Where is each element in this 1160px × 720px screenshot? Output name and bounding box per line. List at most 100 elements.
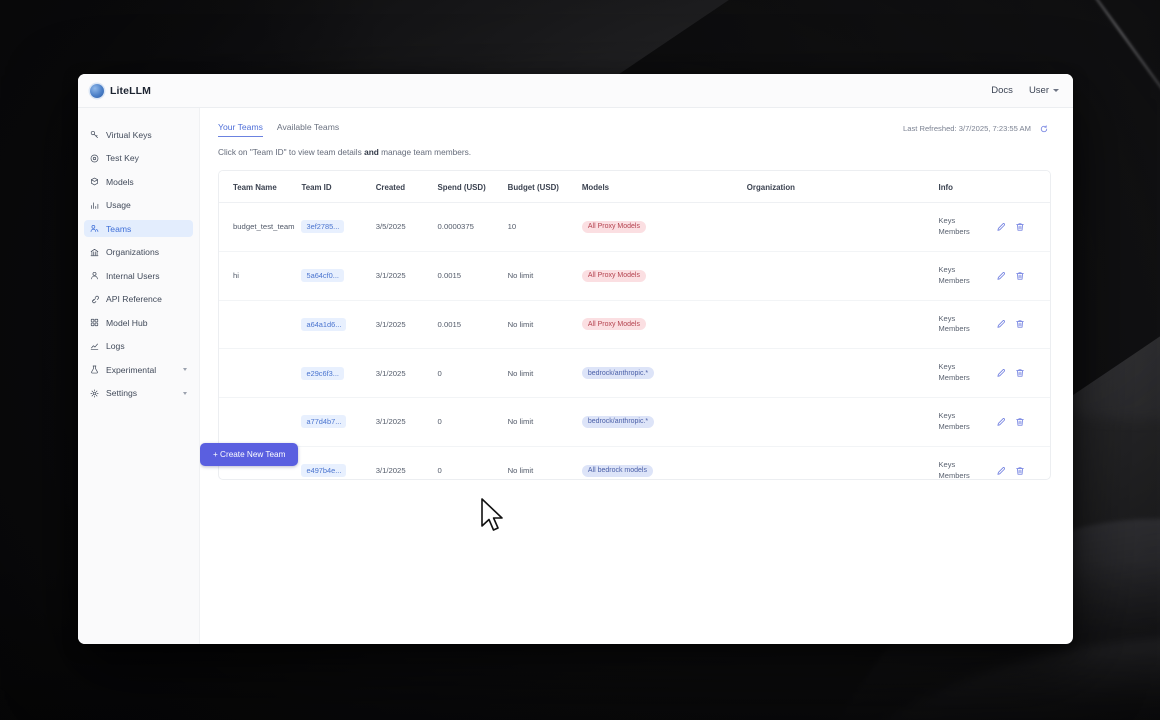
delete-team-button[interactable] bbox=[1015, 417, 1025, 427]
delete-team-button[interactable] bbox=[1015, 466, 1025, 476]
cell-created: 3/1/2025 bbox=[375, 397, 438, 447]
info-line: Members bbox=[938, 421, 970, 431]
key-icon bbox=[90, 130, 99, 139]
cell-team-name: hi bbox=[219, 251, 302, 301]
teams-table: Team Name Team ID Created Spend (USD) Budget… bbox=[219, 171, 1050, 480]
edit-team-button[interactable] bbox=[996, 466, 1006, 476]
table-row: hi 5a64cf0... 3/1/2025 0.0015 No limit All Pr… bbox=[219, 251, 1050, 301]
cell-created: 3/1/2025 bbox=[375, 251, 438, 301]
cell-organization bbox=[746, 202, 939, 252]
sidebar-item-label: Internal Users bbox=[106, 270, 160, 281]
cell-team-name bbox=[219, 397, 302, 447]
sidebar-item-logs[interactable]: Logs bbox=[84, 338, 193, 355]
cell-budget: No limit bbox=[507, 446, 582, 479]
sidebar-item-internal-users[interactable]: Internal Users bbox=[84, 267, 193, 284]
table-hint: Click on "Team ID" to view team details … bbox=[218, 147, 1051, 157]
chevron-down-icon[interactable] bbox=[183, 368, 187, 371]
cell-models: bedrock/anthropic.* bbox=[581, 397, 747, 447]
globe-icon bbox=[90, 83, 104, 98]
refresh-icon[interactable] bbox=[1037, 122, 1051, 135]
cell-budget: No limit bbox=[507, 397, 582, 447]
cell-actions bbox=[996, 397, 1050, 447]
sidebar-item-settings[interactable]: Settings bbox=[84, 385, 193, 402]
litellm-app-window: LiteLLM Docs User Virtual Keys Test Key Mo… bbox=[78, 74, 1073, 644]
team-id-link[interactable]: a64a1d6... bbox=[301, 317, 347, 331]
model-badge: All Proxy Models bbox=[581, 269, 646, 282]
sidebar-item-label: Test Key bbox=[106, 153, 139, 163]
sidebar-item-api-reference[interactable]: API Reference bbox=[84, 291, 193, 308]
info-line: Members bbox=[938, 373, 970, 383]
delete-team-button[interactable] bbox=[1015, 271, 1025, 281]
bank-icon bbox=[90, 248, 99, 257]
sidebar-item-teams[interactable]: Teams bbox=[84, 220, 193, 237]
sidebar-item-models[interactable]: Models bbox=[84, 173, 193, 190]
model-badge: bedrock/anthropic.* bbox=[581, 367, 655, 380]
cell-organization bbox=[746, 251, 939, 301]
cell-spend: 0 bbox=[437, 446, 508, 479]
cell-organization bbox=[746, 446, 939, 479]
cell-organization bbox=[746, 300, 939, 350]
topbar-right: Docs User bbox=[991, 85, 1059, 96]
team-id-link[interactable]: e497b4e... bbox=[301, 464, 347, 478]
team-id-link[interactable]: 5a64cf0... bbox=[301, 269, 344, 283]
info-line: Members bbox=[938, 226, 970, 236]
sidebar-item-experimental[interactable]: Experimental bbox=[84, 361, 193, 378]
tab-your-teams[interactable]: Your Teams bbox=[218, 122, 263, 137]
refresh-area: Last Refreshed: 3/7/2025, 7:23:55 AM bbox=[903, 122, 1051, 135]
sidebar-item-label: Organizations bbox=[106, 247, 160, 257]
delete-team-button[interactable] bbox=[1015, 319, 1025, 329]
edit-team-button[interactable] bbox=[996, 222, 1006, 232]
sidebar-item-label: Logs bbox=[106, 341, 125, 351]
cell-spend: 0.0000375 bbox=[437, 202, 508, 252]
column-header-created: Created bbox=[375, 171, 438, 203]
cell-created: 3/1/2025 bbox=[375, 300, 438, 350]
sidebar-item-usage[interactable]: Usage bbox=[84, 197, 193, 214]
user-menu-button[interactable]: User bbox=[1029, 85, 1059, 96]
info-line: Keys bbox=[938, 216, 956, 225]
cell-team-id: 5a64cf0... bbox=[301, 251, 376, 301]
info-line: Members bbox=[938, 275, 970, 285]
user-menu-label: User bbox=[1028, 85, 1049, 96]
line-chart-icon bbox=[90, 342, 99, 351]
delete-team-button[interactable] bbox=[1015, 368, 1025, 378]
cell-budget: No limit bbox=[507, 348, 582, 398]
team-id-link[interactable]: 3ef2785... bbox=[301, 220, 345, 234]
cell-info: Keys Members bbox=[938, 251, 997, 301]
user-icon bbox=[90, 271, 99, 280]
model-badge: All Proxy Models bbox=[581, 220, 646, 233]
team-id-link[interactable]: e29c6f3... bbox=[301, 366, 344, 380]
create-new-team-button[interactable]: + Create New Team bbox=[200, 443, 299, 466]
column-header-team-id: Team ID bbox=[301, 171, 376, 203]
hint-part2: manage team members. bbox=[378, 147, 472, 157]
sidebar-item-virtual-keys[interactable]: Virtual Keys bbox=[84, 126, 193, 143]
chevron-down-icon[interactable] bbox=[183, 391, 187, 395]
info-line: Members bbox=[938, 470, 970, 480]
edit-team-button[interactable] bbox=[996, 368, 1006, 378]
cell-team-id: e29c6f3... bbox=[301, 348, 376, 398]
sidebar-item-label: Experimental bbox=[106, 364, 157, 375]
table-header-row: Team Name Team ID Created Spend (USD) Budget… bbox=[219, 171, 1050, 203]
team-id-link[interactable]: a77d4b7... bbox=[301, 415, 347, 429]
column-header-spend-usd-: Spend (USD) bbox=[437, 171, 508, 203]
brand-name: LiteLLM bbox=[110, 84, 151, 97]
edit-team-button[interactable] bbox=[996, 271, 1006, 281]
edit-team-button[interactable] bbox=[996, 417, 1006, 427]
sidebar-item-organizations[interactable]: Organizations bbox=[84, 244, 193, 261]
delete-team-button[interactable] bbox=[1015, 222, 1025, 232]
sidebar-item-label: Models bbox=[106, 176, 134, 187]
cell-team-id: a77d4b7... bbox=[301, 397, 376, 447]
sidebar-item-label: API Reference bbox=[106, 294, 162, 304]
model-badge: All bedrock models bbox=[581, 464, 653, 477]
cell-actions bbox=[996, 202, 1050, 252]
cell-models: bedrock/anthropic.* bbox=[581, 348, 747, 398]
sidebar-item-label: Teams bbox=[106, 223, 132, 234]
edit-team-button[interactable] bbox=[996, 319, 1006, 329]
tab-available-teams[interactable]: Available Teams bbox=[276, 122, 340, 132]
sidebar-item-model-hub[interactable]: Model Hub bbox=[84, 314, 193, 331]
sidebar-item-test-key[interactable]: Test Key bbox=[84, 150, 193, 167]
cell-info: Keys Members bbox=[938, 202, 997, 252]
teams-table-card: Team Name Team ID Created Spend (USD) Budget… bbox=[218, 170, 1051, 480]
gear-icon bbox=[90, 389, 99, 398]
cell-budget: 10 bbox=[507, 202, 582, 252]
docs-link[interactable]: Docs bbox=[991, 85, 1013, 96]
